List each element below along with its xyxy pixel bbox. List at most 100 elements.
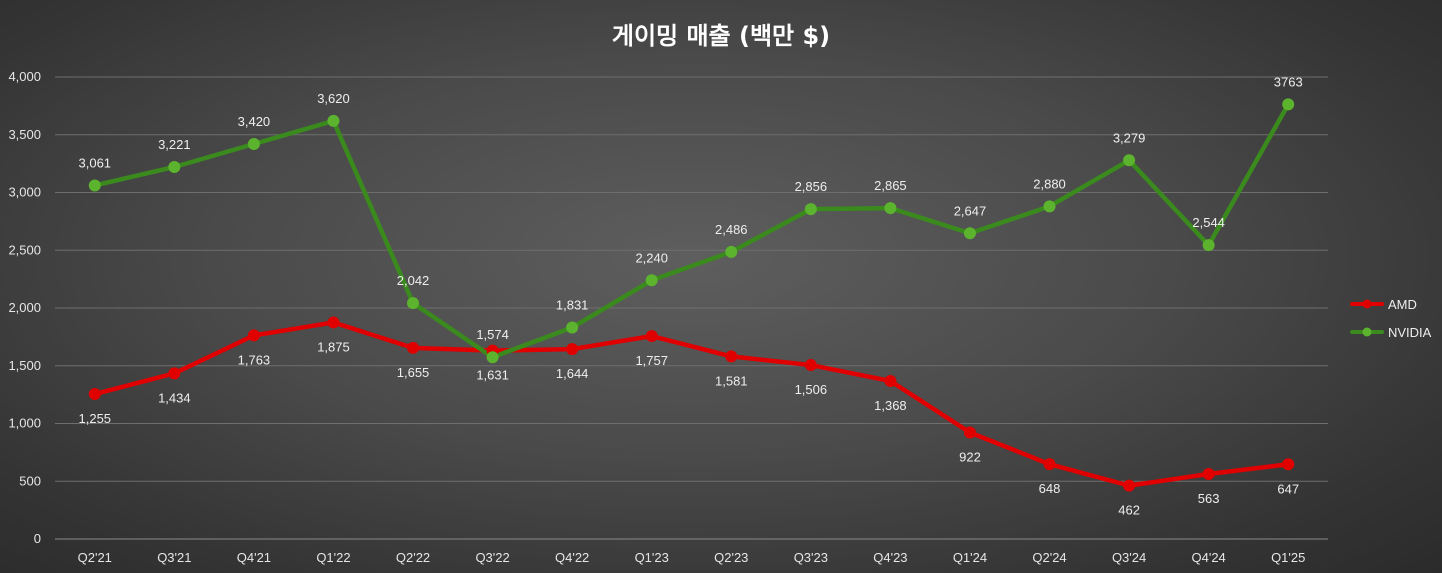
data-point-nvidia: [407, 297, 420, 310]
legend-label-amd: AMD: [1388, 297, 1417, 312]
legend-label-nvidia: NVIDIA: [1388, 325, 1432, 340]
data-label-amd: 1,875: [317, 339, 350, 354]
y-tick-label: 4,000: [8, 69, 41, 84]
y-tick-label: 500: [19, 473, 41, 488]
data-label-nvidia: 2,486: [715, 222, 748, 237]
data-label-nvidia: 2,544: [1192, 215, 1225, 230]
data-label-nvidia: 3,221: [158, 137, 191, 152]
y-tick-label: 0: [34, 531, 41, 546]
data-label-nvidia: 3763: [1274, 74, 1303, 89]
x-tick-label: Q3'24: [1112, 550, 1146, 565]
data-point-amd: [1282, 458, 1295, 471]
y-tick-label: 1,500: [8, 358, 41, 373]
data-point-amd: [963, 426, 976, 439]
series-line-nvidia: [92, 102, 1291, 360]
x-tick-label: Q2'22: [396, 550, 430, 565]
data-label-nvidia: 2,042: [397, 273, 430, 288]
data-point-nvidia: [88, 179, 101, 192]
data-label-nvidia: 2,865: [874, 178, 907, 193]
y-tick-label: 3,000: [8, 185, 41, 200]
data-point-amd: [645, 330, 658, 343]
data-point-amd: [725, 350, 738, 363]
x-tick-label: Q3'22: [475, 550, 509, 565]
x-axis-ticks: Q2'21 Q3'21 Q4'21 Q1'22 Q2'22 Q3'22 Q4'22 Q1'23…: [78, 550, 1306, 565]
gridlines: [55, 76, 1328, 540]
data-point-amd: [407, 341, 420, 354]
data-label-nvidia: 1,574: [476, 327, 509, 342]
data-label-nvidia: 2,856: [795, 179, 828, 194]
data-label-amd: 647: [1277, 481, 1299, 496]
data-point-nvidia: [566, 321, 579, 334]
data-point-nvidia: [645, 274, 658, 287]
data-point-amd: [168, 367, 181, 380]
data-label-nvidia: 3,620: [317, 91, 350, 106]
data-label-nvidia: 3,061: [79, 155, 112, 170]
data-label-amd: 1,368: [874, 398, 907, 413]
data-point-amd: [1202, 467, 1215, 480]
x-tick-label: Q1'23: [635, 550, 669, 565]
data-label-amd: 922: [959, 450, 981, 465]
data-point-nvidia: [1282, 98, 1295, 111]
data-point-amd: [88, 388, 101, 401]
data-point-nvidia: [725, 245, 738, 258]
data-point-amd: [247, 329, 260, 342]
y-tick-label: 1,000: [8, 416, 41, 431]
data-point-nvidia: [486, 351, 499, 364]
data-label-amd: 1,506: [795, 382, 828, 397]
data-label-amd: 563: [1198, 491, 1220, 506]
data-point-amd: [884, 374, 897, 387]
y-tick-label: 2,500: [8, 242, 41, 257]
y-tick-label: 3,500: [8, 127, 41, 142]
data-point-amd: [1043, 458, 1056, 471]
y-axis-ticks: 0 500 1,000 1,500 2,000 2,500 3,000 3,500 4,000: [8, 69, 41, 546]
data-label-nvidia: 2,880: [1033, 176, 1066, 191]
series-lines: [88, 98, 1295, 492]
x-tick-label: Q4'22: [555, 550, 589, 565]
data-label-nvidia: 2,647: [954, 203, 987, 218]
x-tick-label: Q3'21: [157, 550, 191, 565]
data-label-nvidia: 3,279: [1113, 130, 1146, 145]
data-point-nvidia: [1043, 200, 1056, 213]
data-label-amd: 462: [1118, 503, 1140, 518]
data-point-amd: [1123, 479, 1136, 492]
data-label-amd: 1,434: [158, 390, 191, 405]
data-point-amd: [566, 343, 579, 356]
x-tick-label: Q3'23: [794, 550, 828, 565]
x-tick-label: Q1'25: [1271, 550, 1305, 565]
x-tick-label: Q2'23: [714, 550, 748, 565]
data-label-amd: 1,763: [238, 352, 271, 367]
data-point-amd: [327, 316, 340, 329]
y-tick-label: 2,000: [8, 300, 41, 315]
data-point-amd: [804, 359, 817, 372]
data-point-nvidia: [884, 202, 897, 215]
x-tick-label: Q4'24: [1192, 550, 1226, 565]
x-tick-label: Q4'23: [873, 550, 907, 565]
data-label-amd: 1,255: [79, 411, 112, 426]
data-label-amd: 1,631: [476, 368, 509, 383]
x-tick-label: Q1'22: [316, 550, 350, 565]
data-labels: 1,255 1,434 1,763 1,875 1,655 1,631 1,644 1,757…: [79, 74, 1303, 517]
x-tick-label: Q2'21: [78, 550, 112, 565]
legend-marker-amd: [1362, 299, 1372, 309]
data-label-amd: 1,655: [397, 365, 430, 380]
data-point-nvidia: [963, 227, 976, 240]
x-tick-label: Q1'24: [953, 550, 987, 565]
x-tick-label: Q4'21: [237, 550, 271, 565]
legend: AMD NVIDIA: [1350, 297, 1432, 340]
data-label-amd: 648: [1039, 481, 1061, 496]
legend-marker-nvidia: [1362, 327, 1372, 337]
data-point-nvidia: [327, 114, 340, 127]
data-point-nvidia: [1123, 154, 1136, 167]
data-label-amd: 1,581: [715, 373, 748, 388]
x-tick-label: Q2'24: [1032, 550, 1066, 565]
data-point-nvidia: [168, 160, 181, 173]
data-label-nvidia: 2,240: [635, 250, 668, 265]
data-point-nvidia: [247, 137, 260, 150]
data-label-amd: 1,644: [556, 366, 589, 381]
data-label-amd: 1,757: [635, 353, 668, 368]
data-point-nvidia: [1202, 239, 1215, 252]
chart-title: 게이밍 매출 (백만 $): [612, 22, 830, 50]
series-line-amd: [92, 320, 1291, 488]
data-point-nvidia: [804, 203, 817, 216]
